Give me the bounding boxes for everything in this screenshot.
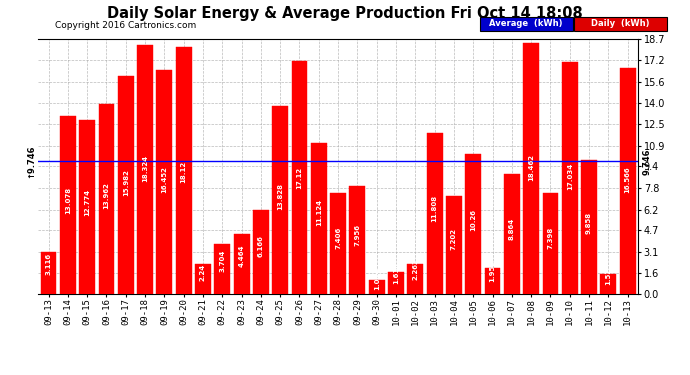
- Bar: [581, 160, 597, 294]
- Text: 17.034: 17.034: [566, 163, 573, 190]
- Bar: [388, 272, 404, 294]
- Bar: [484, 268, 500, 294]
- Text: 2.262: 2.262: [413, 259, 418, 280]
- Text: 1.616: 1.616: [393, 262, 399, 285]
- Text: 7.398: 7.398: [547, 227, 553, 249]
- Text: 3.116: 3.116: [46, 253, 52, 275]
- Bar: [234, 234, 250, 294]
- Text: 4.464: 4.464: [239, 244, 244, 267]
- Text: 12.774: 12.774: [84, 189, 90, 216]
- Bar: [99, 104, 115, 294]
- Text: 10.26: 10.26: [470, 209, 476, 231]
- Bar: [118, 76, 134, 294]
- Text: ↑9.746: ↑9.746: [26, 145, 35, 178]
- Text: Daily Solar Energy & Average Production Fri Oct 14 18:08: Daily Solar Energy & Average Production …: [107, 6, 583, 21]
- Text: 1.956: 1.956: [489, 260, 495, 282]
- Text: 7.202: 7.202: [451, 228, 457, 250]
- Bar: [273, 106, 288, 294]
- Bar: [60, 116, 76, 294]
- Text: 11.124: 11.124: [316, 199, 322, 226]
- Bar: [41, 252, 57, 294]
- Bar: [542, 194, 558, 294]
- Text: 1.084: 1.084: [374, 268, 380, 290]
- Text: Average  (kWh): Average (kWh): [489, 20, 563, 28]
- Bar: [253, 210, 269, 294]
- Bar: [350, 186, 365, 294]
- Text: 13.962: 13.962: [104, 182, 110, 209]
- Bar: [368, 280, 384, 294]
- Bar: [215, 244, 230, 294]
- Bar: [79, 120, 95, 294]
- Bar: [446, 196, 462, 294]
- Bar: [176, 47, 192, 294]
- Text: 8.864: 8.864: [509, 218, 515, 240]
- Text: 18.12: 18.12: [181, 161, 187, 183]
- Text: 7.406: 7.406: [335, 226, 341, 249]
- Text: 15.982: 15.982: [123, 170, 129, 196]
- Text: 13.078: 13.078: [65, 187, 71, 214]
- Text: 16.452: 16.452: [161, 166, 168, 194]
- Text: 18.462: 18.462: [528, 154, 534, 181]
- Text: 7.956: 7.956: [355, 224, 360, 246]
- Bar: [426, 134, 442, 294]
- Text: 11.808: 11.808: [432, 195, 437, 222]
- Bar: [562, 62, 578, 294]
- Text: 17.12: 17.12: [297, 167, 302, 189]
- Bar: [523, 43, 539, 294]
- Text: 3.704: 3.704: [219, 249, 226, 272]
- Text: 9.858: 9.858: [586, 212, 592, 234]
- Bar: [407, 264, 423, 294]
- Bar: [465, 154, 481, 294]
- Text: Copyright 2016 Cartronics.com: Copyright 2016 Cartronics.com: [55, 21, 197, 30]
- Text: Daily  (kWh): Daily (kWh): [591, 20, 650, 28]
- Bar: [600, 274, 616, 294]
- Bar: [504, 174, 520, 294]
- Bar: [137, 45, 153, 294]
- Bar: [620, 69, 635, 294]
- Text: 1.52: 1.52: [605, 268, 611, 285]
- Bar: [157, 70, 172, 294]
- Bar: [195, 264, 211, 294]
- Bar: [292, 61, 308, 294]
- Text: 16.566: 16.566: [624, 166, 631, 193]
- Text: 18.324: 18.324: [142, 155, 148, 182]
- Text: 6.166: 6.166: [258, 235, 264, 256]
- Text: 9.746: 9.746: [643, 148, 652, 175]
- Text: 2.24: 2.24: [200, 263, 206, 280]
- Bar: [311, 142, 326, 294]
- Bar: [331, 194, 346, 294]
- Text: 13.828: 13.828: [277, 183, 283, 210]
